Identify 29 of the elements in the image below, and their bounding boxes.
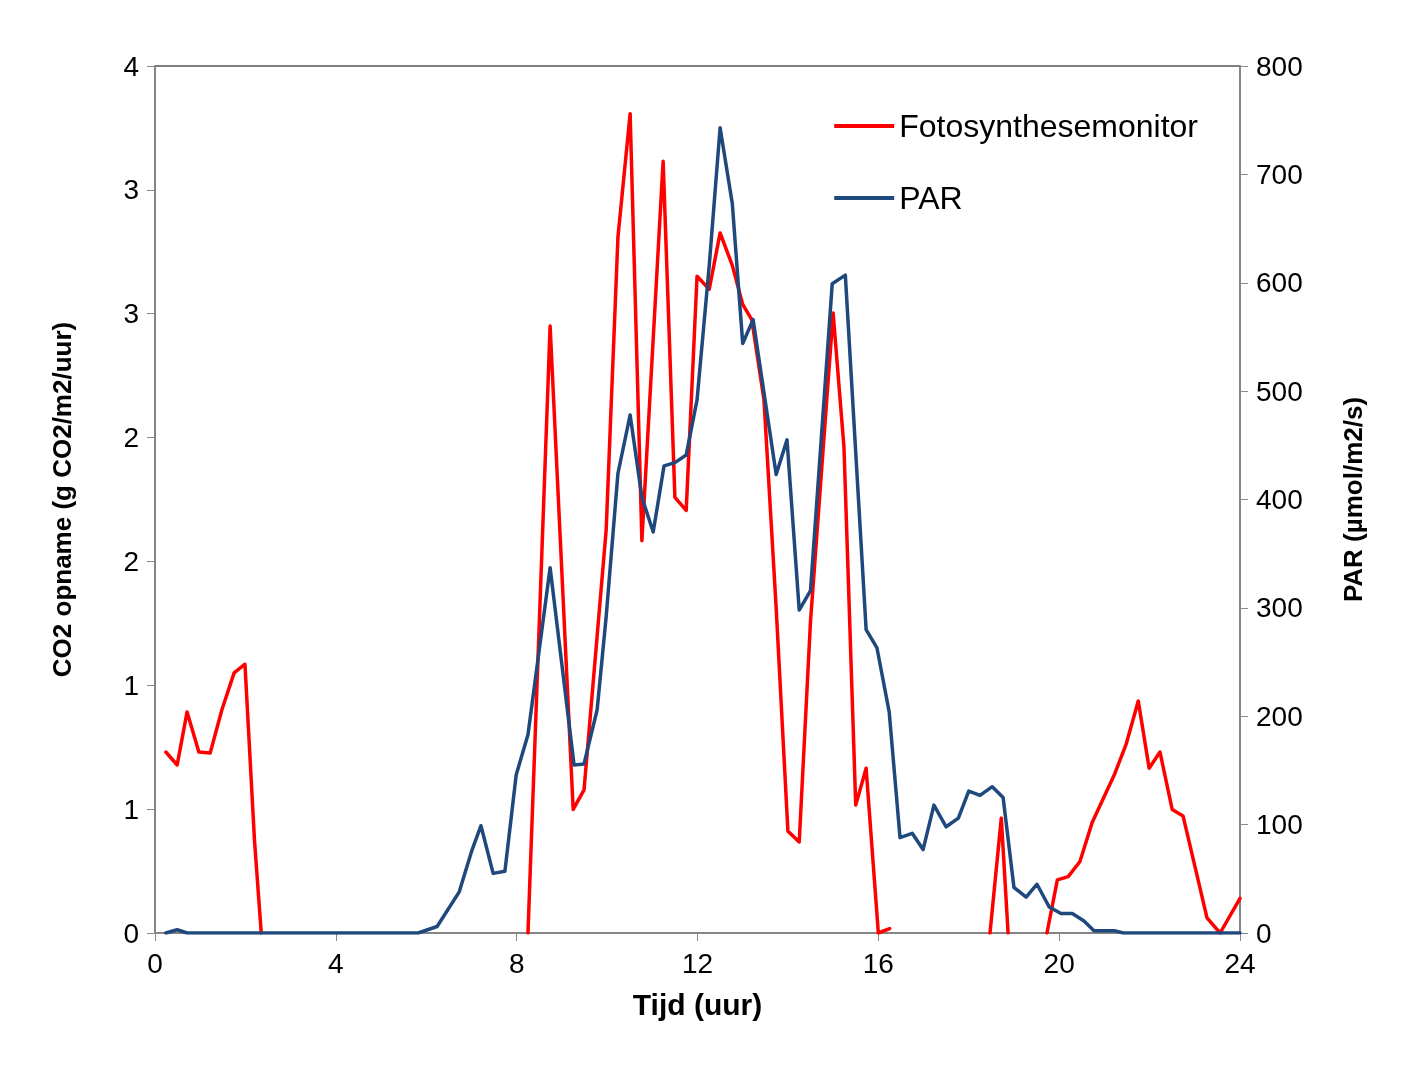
y2-axis-title: PAR (µmol/m2/s) [1338, 396, 1368, 603]
y2-tick-label: 400 [1256, 484, 1303, 515]
y2-tick-label: 700 [1256, 158, 1303, 190]
y2-tick-label: 500 [1256, 375, 1303, 407]
y-tick-label: 2 [123, 422, 139, 454]
x-tick-label: 12 [681, 947, 714, 979]
legend-label: PAR [899, 180, 963, 216]
x-tick-label: 4 [328, 947, 344, 979]
x-axis-title: Tijd (uur) [632, 987, 763, 1021]
y2-tick-label: 100 [1256, 809, 1303, 841]
x-tick-label: 0 [147, 947, 163, 979]
x-tick-label: 8 [508, 947, 525, 979]
y2-tick-label: 300 [1256, 592, 1303, 624]
y2-tick-label: 800 [1256, 50, 1303, 82]
x-tick-label: 20 [1043, 947, 1075, 979]
x-tick-label: 16 [862, 947, 894, 979]
y-tick-label: 4 [123, 50, 139, 82]
y-tick-label: 2 [123, 545, 139, 577]
y-tick-label: 3 [123, 174, 139, 206]
y-axis-title: CO2 opname (g CO2/m2/uur) [47, 321, 77, 678]
y2-tick-label: 0 [1256, 917, 1272, 949]
legend-label: Fotosynthesemonitor [899, 108, 1199, 144]
y2-tick-label: 200 [1256, 700, 1303, 732]
y-tick-label: 0 [123, 917, 139, 949]
y-tick-label: 1 [123, 793, 139, 825]
y2-tick-label: 600 [1256, 267, 1303, 299]
y-tick-label: 3 [123, 298, 139, 330]
x-tick-label: 24 [1224, 947, 1256, 979]
y-tick-label: 1 [123, 669, 139, 701]
